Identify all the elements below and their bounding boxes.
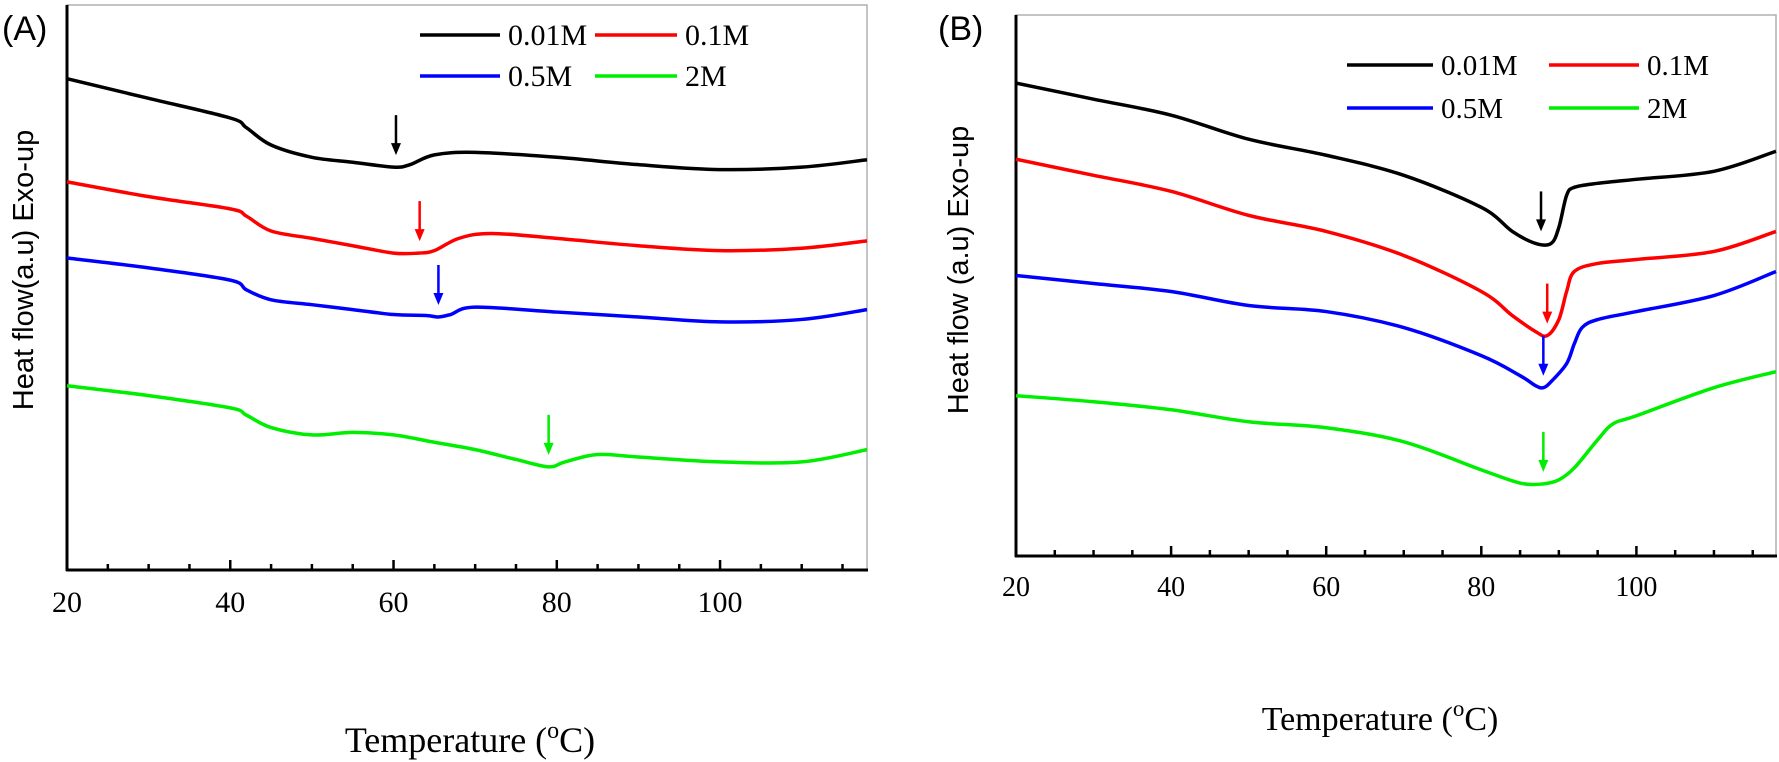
transition-arrow-0.01M <box>390 115 401 156</box>
legend-label-0.1M: 0.1M <box>1647 50 1709 82</box>
x-tick-label: 100 <box>1615 572 1657 603</box>
legend-label-0.01M: 0.01M <box>1441 50 1518 82</box>
x-tick-label: 80 <box>542 586 572 619</box>
panel-a-ylabel: Heat flow(a.u) Exo-up <box>8 130 40 410</box>
panel-b-series <box>1015 81 1777 487</box>
x-tick-label: 80 <box>1467 572 1495 603</box>
legend-label-2M: 2M <box>685 60 727 93</box>
series-line-0.1M <box>1015 157 1777 339</box>
panel-a-label: (A) <box>2 10 47 48</box>
legend-label-0.01M: 0.01M <box>508 19 587 52</box>
legend-label-0.5M: 0.5M <box>1441 93 1503 125</box>
transition-arrow-0.01M <box>1536 191 1547 232</box>
panel-b: (B) 20 40 60 80 100 0.01M 0.1M 0.5M 2M Heat flo… <box>938 10 1777 738</box>
series-line-2M <box>1015 369 1777 487</box>
panel-a: (A) 20 40 60 80 100 0.01M 0.1M 0.5M 2M Heat flo… <box>2 4 868 760</box>
panel-a-xlabel: Temperature (oC) <box>345 718 595 760</box>
legend-label-2M: 2M <box>1647 93 1687 125</box>
series-line-0.01M <box>66 76 868 172</box>
transition-arrow-2M <box>1538 431 1549 472</box>
transition-arrow-2M <box>543 414 554 455</box>
x-tick-label: 40 <box>215 586 245 619</box>
panel-b-label: (B) <box>938 10 983 48</box>
series-line-0.01M <box>1015 81 1777 247</box>
series-line-2M <box>66 384 868 469</box>
legend-label-0.1M: 0.1M <box>685 19 749 52</box>
x-tick-label: 60 <box>1312 572 1340 603</box>
series-line-0.5M <box>66 256 868 324</box>
series-line-0.5M <box>1015 269 1777 390</box>
panel-a-frame <box>66 4 868 571</box>
transition-arrow-0.1M <box>1542 283 1553 324</box>
panel-b-ylabel: Heat flow (a.u) Exo-up <box>943 126 975 415</box>
x-tick-label: 20 <box>52 586 82 619</box>
panel-b-ticks: 20 40 60 80 100 <box>1002 546 1754 603</box>
transition-arrow-0.5M <box>1538 335 1549 376</box>
panel-b-xlabel: Temperature (oC) <box>1262 696 1499 738</box>
x-tick-label: 100 <box>698 586 743 619</box>
series-line-0.1M <box>66 180 868 256</box>
panel-a-series <box>66 76 868 469</box>
panel-b-legend: 0.01M 0.1M 0.5M 2M <box>1347 50 1709 125</box>
legend-label-0.5M: 0.5M <box>508 60 572 93</box>
x-tick-label: 20 <box>1002 572 1030 603</box>
panel-a-legend: 0.01M 0.1M 0.5M 2M <box>420 19 749 93</box>
panel-a-ticks: 20 40 60 80 100 <box>52 560 844 619</box>
transition-arrow-0.1M <box>414 201 425 242</box>
transition-arrow-0.5M <box>433 264 444 305</box>
x-tick-label: 40 <box>1157 572 1185 603</box>
x-tick-label: 60 <box>379 586 409 619</box>
